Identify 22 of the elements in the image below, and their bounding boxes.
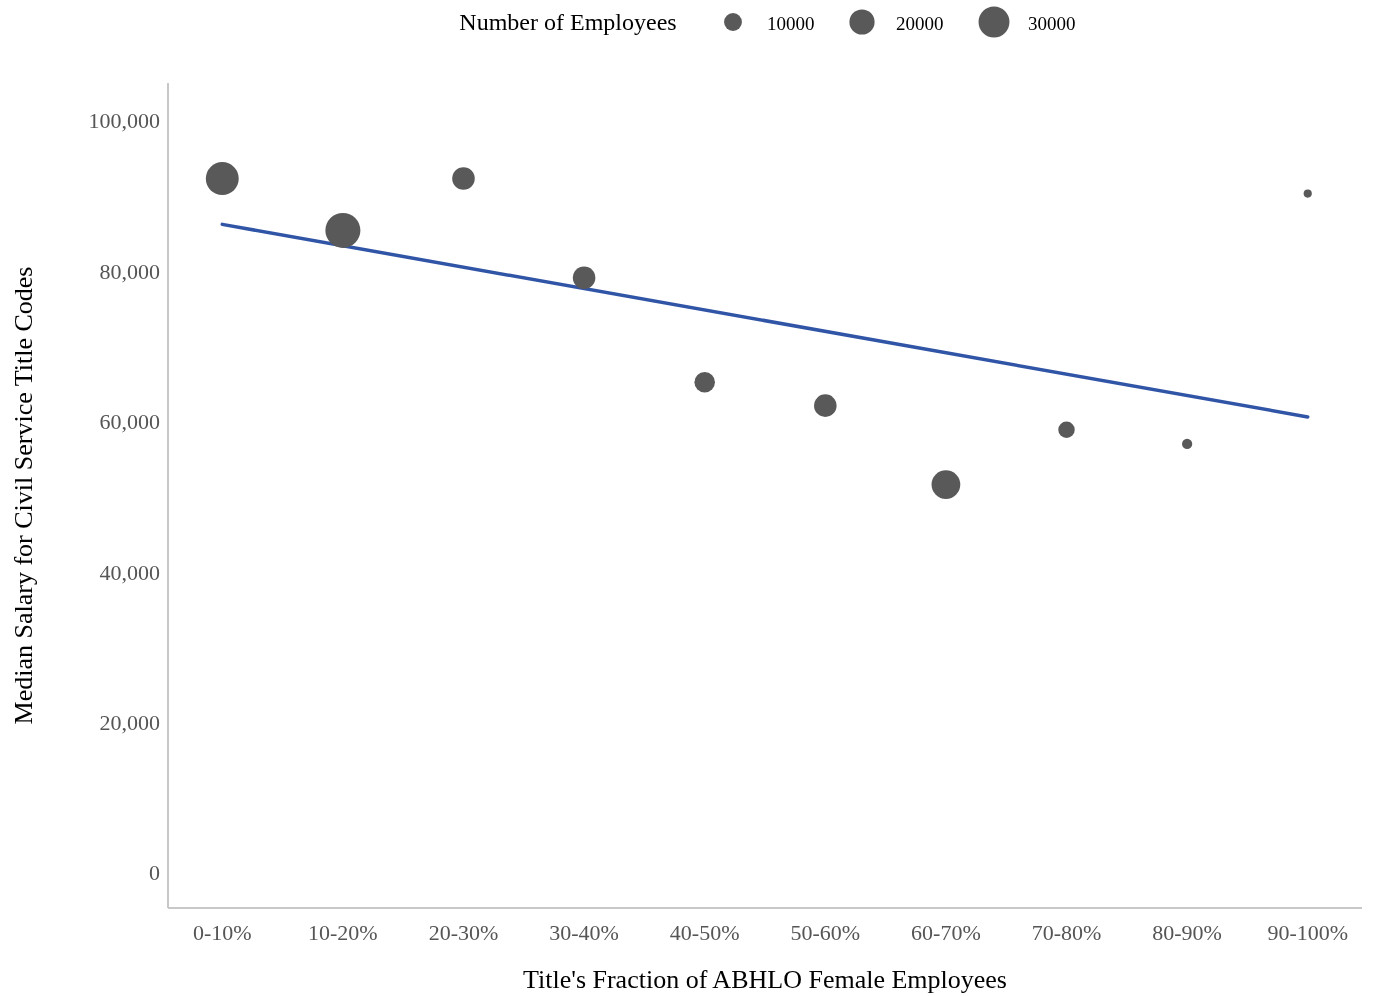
- x-tick-label: 90-100%: [1267, 920, 1349, 945]
- legend-label: 30000: [1028, 13, 1076, 34]
- legend-title: Number of Employees: [459, 9, 677, 35]
- y-tick-label: 60,000: [99, 409, 160, 435]
- y-tick-label: 20,000: [99, 709, 160, 735]
- x-tick-label: 80-90%: [1152, 920, 1222, 945]
- y-tick-label: 80,000: [99, 258, 160, 284]
- x-tick-label: 60-70%: [911, 920, 981, 945]
- y-tick-label: 0: [149, 860, 160, 886]
- x-tick-label: 30-40%: [549, 920, 619, 945]
- x-tick-label: 50-60%: [790, 920, 861, 945]
- x-axis-title: Title's Fraction of ABHLO Female Employees: [523, 965, 1007, 994]
- x-tick-label: 0-10%: [192, 920, 252, 945]
- y-axis-title: Median Salary for Civil Service Title Codes: [9, 266, 38, 725]
- y-tick-label: 40,000: [99, 559, 160, 585]
- y-tick-label: 100,000: [88, 108, 160, 134]
- legend-label: 20000: [896, 13, 944, 34]
- legend-label: 10000: [767, 13, 815, 34]
- x-tick-label: 10-20%: [308, 920, 378, 945]
- x-tick-label: 70-80%: [1031, 920, 1102, 945]
- x-tick-label: 20-30%: [428, 920, 499, 945]
- x-tick-label: 40-50%: [669, 920, 740, 945]
